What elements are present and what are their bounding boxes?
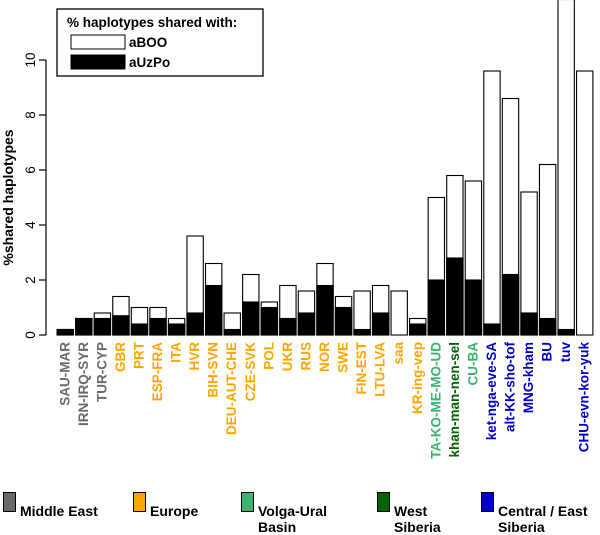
x-tick-label: ESP-FRA (150, 342, 165, 402)
bars (56, 0, 594, 336)
x-tick-label: ITA (169, 342, 184, 363)
bar-aboo (576, 70, 594, 336)
x-tick-label: POL (261, 342, 276, 370)
bar-aboo (557, 0, 575, 336)
bar-aboo (390, 290, 408, 336)
y-axis: 0 2 4 6 8 10 (23, 52, 47, 339)
x-tick-label: CU-BA (465, 342, 480, 386)
x-tick-label: BU (540, 342, 555, 362)
legend-title: % haplotypes shared with: (67, 15, 237, 30)
bar-auzpo (130, 323, 149, 336)
x-tick-label: NOR (317, 342, 332, 372)
bar-auzpo (297, 312, 316, 336)
bar-auzpo (520, 312, 538, 336)
bar-aboo (483, 70, 501, 336)
y-tick-label: 10 (23, 52, 38, 67)
x-tick-label: FIN-EST (354, 341, 369, 394)
x-tick-label: khan-man-nen-sel (447, 342, 462, 458)
legend-label-auzpo: aUzPo (129, 55, 170, 70)
bar-auzpo (446, 257, 464, 336)
region-legend-swatch (377, 492, 390, 512)
x-tick-labels: SAU-MAR IRN-IRQ-SYR TUR-CYP GBR PRT ESP-FRA IT… (57, 341, 591, 458)
x-tick-label: PRT (131, 341, 146, 369)
x-tick-label: alt-KK-sho-tof (503, 342, 518, 432)
region-legend: Middle East Europe Volga-Ural Basin West Si… (0, 492, 600, 535)
x-tick-label: SAU-MAR (57, 342, 72, 406)
x-tick-label: TUR-CYP (94, 342, 109, 402)
bar-auzpo (557, 328, 575, 336)
y-tick-label: 8 (23, 111, 38, 119)
x-tick-label: KR-ing-vep (410, 342, 425, 414)
y-tick-label: 4 (23, 221, 38, 229)
bar-auzpo (260, 306, 279, 336)
bar-auzpo (409, 323, 427, 336)
x-tick-label: GBR (113, 342, 128, 372)
region-legend-swatch (241, 492, 254, 512)
legend-swatch-aboo (70, 34, 126, 50)
bar-auzpo (316, 284, 334, 336)
region-legend-swatch (481, 492, 494, 512)
bar-auzpo (242, 301, 260, 336)
y-tick-label: 2 (23, 276, 38, 284)
x-tick-label: saa (391, 342, 406, 365)
bar-auzpo (464, 279, 483, 336)
bar-auzpo (353, 328, 371, 336)
x-tick-label: tuv (558, 342, 573, 363)
y-tick-label: 0 (23, 331, 38, 339)
bar-auzpo (279, 317, 297, 336)
chart-svg: 0 2 4 6 8 10 %shared haplotypes SAU-MAR IRN-IR… (0, 0, 594, 459)
x-tick-label: LTU-LVA (373, 342, 388, 397)
legend: % haplotypes shared with: aBOO aUzPo (56, 8, 264, 77)
bar-auzpo (186, 312, 204, 336)
bar-auzpo (371, 312, 390, 336)
x-tick-label: DEU-AUT-CHE (224, 342, 239, 435)
bar-auzpo (167, 323, 186, 336)
bar-auzpo (204, 284, 223, 336)
x-tick-label: TA-KO-ME-MO-UD (428, 342, 443, 459)
bar-auzpo (334, 306, 353, 336)
legend-label-aboo: aBOO (129, 35, 167, 50)
x-tick-label: IRN-IRQ-SYR (76, 342, 91, 426)
region-legend-label: Central / East Siberia (498, 503, 588, 535)
bar-auzpo (112, 315, 130, 336)
bar-aboo (538, 163, 557, 336)
region-legend-swatch (3, 492, 16, 512)
bar-auzpo (223, 328, 241, 336)
x-tick-label: UKR (280, 342, 295, 371)
x-tick-label: CZE-SVK (243, 342, 258, 402)
x-tick-label: BIH-SVN (206, 342, 221, 398)
bar-auzpo (427, 279, 446, 336)
x-tick-label: HVR (187, 342, 202, 371)
x-tick-label: ket-nga-eve-SA (484, 342, 499, 441)
x-tick-label: MNG-kham (521, 342, 536, 413)
bar-auzpo (501, 273, 520, 336)
x-tick-label: SWE (336, 342, 351, 373)
region-legend-label: Europe (150, 503, 199, 519)
bar-aboo (353, 290, 371, 336)
bar-auzpo (149, 317, 167, 336)
y-tick-label: 6 (23, 166, 38, 174)
x-tick-label: RUS (298, 342, 313, 371)
bar-auzpo (75, 317, 93, 336)
legend-swatch-auzpo (70, 54, 126, 70)
bar-auzpo (483, 323, 501, 336)
region-legend-label: Volga-Ural Basin (258, 503, 327, 535)
region-legend-label: Middle East (20, 503, 98, 519)
region-legend-swatch (133, 492, 146, 512)
bar-auzpo (538, 317, 557, 336)
x-tick-label: CHU-evn-kor-yuk (577, 342, 592, 453)
bar-auzpo (93, 317, 112, 336)
bar-auzpo (56, 328, 74, 336)
y-axis-label: %shared haplotypes (0, 129, 16, 265)
region-legend-label: West Siberia (394, 503, 441, 535)
